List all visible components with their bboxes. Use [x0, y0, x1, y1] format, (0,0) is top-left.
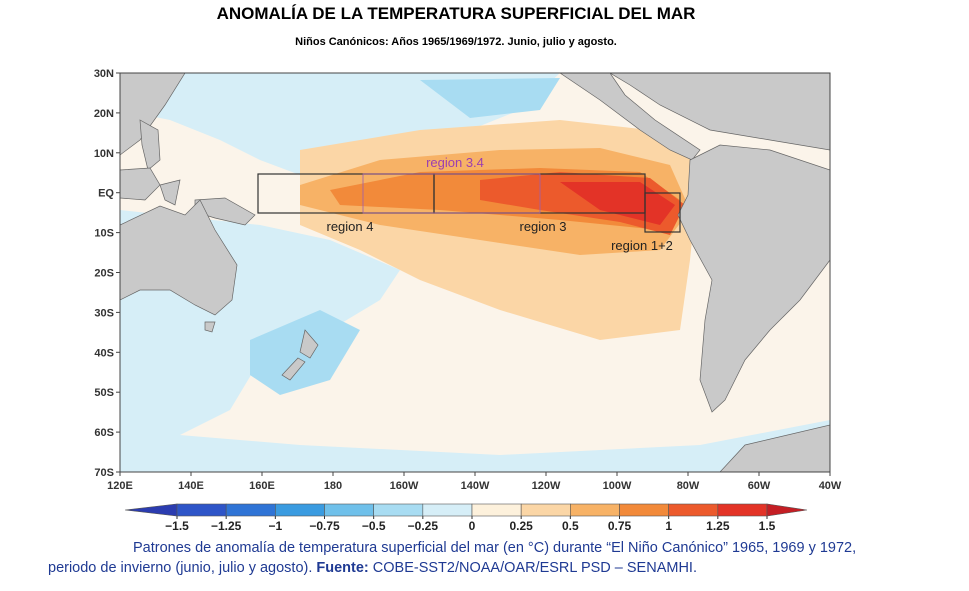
colorbar-segment [225, 503, 276, 517]
lat-label: 70S [94, 467, 114, 479]
region-12-box [644, 192, 681, 233]
lat-label: 30N [94, 68, 114, 80]
lat-label: 10N [94, 148, 114, 160]
source-label: Fuente: [316, 560, 369, 576]
land-north-america [609, 73, 830, 151]
lon-label: 160W [390, 480, 419, 492]
caption-text: Patrones de anomalía de temperatura supe… [48, 540, 857, 576]
colorbar-label: 0.5 [562, 519, 579, 533]
lon-label: 120E [107, 480, 133, 492]
figure: ANOMALÍA DE LA TEMPERATURA SUPERFICIAL D… [94, 4, 842, 533]
colorbar-segment [520, 503, 571, 517]
lat-label: EQ [98, 188, 114, 200]
land-new-zealand [281, 329, 319, 381]
lat-label: 20N [94, 108, 114, 120]
lat-label: 40S [94, 347, 114, 359]
colorbar-segment [422, 503, 473, 517]
colorbar-end [766, 503, 808, 517]
lon-label: 80W [677, 480, 700, 492]
land-central-america [559, 73, 701, 161]
land-australia [120, 199, 238, 316]
lon-label: 140E [178, 480, 204, 492]
colorbar-label: 0.25 [509, 519, 533, 533]
colorbar-label: −1.25 [211, 519, 242, 533]
subtitle: Niños Canónicos: Años 1965/1969/1972. Ju… [295, 36, 617, 48]
region-label: region 4 [327, 219, 374, 234]
lon-label: 180 [324, 480, 342, 492]
source: COBE-SST2/NOAA/OAR/ESRL PSD – SENAMHI. [368, 560, 697, 576]
colorbar-segment [717, 503, 768, 517]
region-label: region 3.4 [426, 155, 484, 170]
colorbar-end [124, 503, 178, 517]
lon-label: 60W [748, 480, 771, 492]
caption: Patrones de anomalía de temperatura supe… [48, 538, 908, 578]
lat-label: 10S [94, 228, 114, 240]
lon-label: 100W [603, 480, 632, 492]
region-34-box [362, 173, 541, 214]
colorbar-segment [373, 503, 424, 517]
colorbar-segment [471, 503, 522, 517]
colorbar-label: 0.75 [608, 519, 632, 533]
lon-label: 160E [249, 480, 275, 492]
colorbar-label: −0.5 [362, 519, 386, 533]
anomaly-blue [420, 78, 560, 118]
land-antarctica [719, 424, 830, 472]
land-philippines [139, 119, 161, 171]
land-tasmania [204, 321, 216, 333]
lat-label: 20S [94, 268, 114, 280]
colorbar-label: 1.5 [759, 519, 776, 533]
lon-label: 140W [461, 480, 490, 492]
land-borneo [120, 167, 161, 201]
lon-label: 120W [532, 480, 561, 492]
lon-label: 40W [819, 480, 842, 492]
colorbar-segment [668, 503, 719, 517]
colorbar-label: −0.25 [408, 519, 439, 533]
lat-label: 30S [94, 307, 114, 319]
map: region 3.4 region 4 region 3 region 1+2 [120, 73, 830, 472]
lat-label: 50S [94, 387, 114, 399]
land-asia [120, 73, 186, 156]
colorbar-label: −0.75 [309, 519, 340, 533]
colorbar-segment [619, 503, 669, 517]
colorbar-segment [176, 503, 227, 517]
colorbar-segment [324, 503, 374, 517]
colorbar-label: −1.5 [165, 519, 189, 533]
region-label: region 1+2 [611, 238, 673, 253]
lat-label: 60S [94, 427, 114, 439]
colorbar-segment [275, 503, 325, 517]
colorbar-label: −1 [268, 519, 282, 533]
colorbar-label: 1 [665, 519, 672, 533]
colorbar-label: 1.25 [706, 519, 730, 533]
title: ANOMALÍA DE LA TEMPERATURA SUPERFICIAL D… [217, 4, 696, 23]
anomaly-blue [120, 420, 830, 472]
region-label: region 3 [520, 219, 567, 234]
colorbar-segment [570, 503, 620, 517]
colorbar-label: 0 [469, 519, 476, 533]
land-sulawesi [159, 179, 181, 206]
land-south-america [677, 144, 830, 413]
